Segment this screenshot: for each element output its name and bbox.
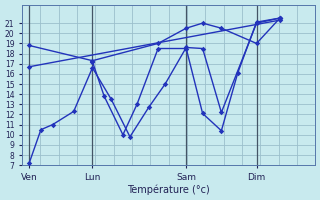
X-axis label: Température (°c): Température (°c): [127, 185, 210, 195]
